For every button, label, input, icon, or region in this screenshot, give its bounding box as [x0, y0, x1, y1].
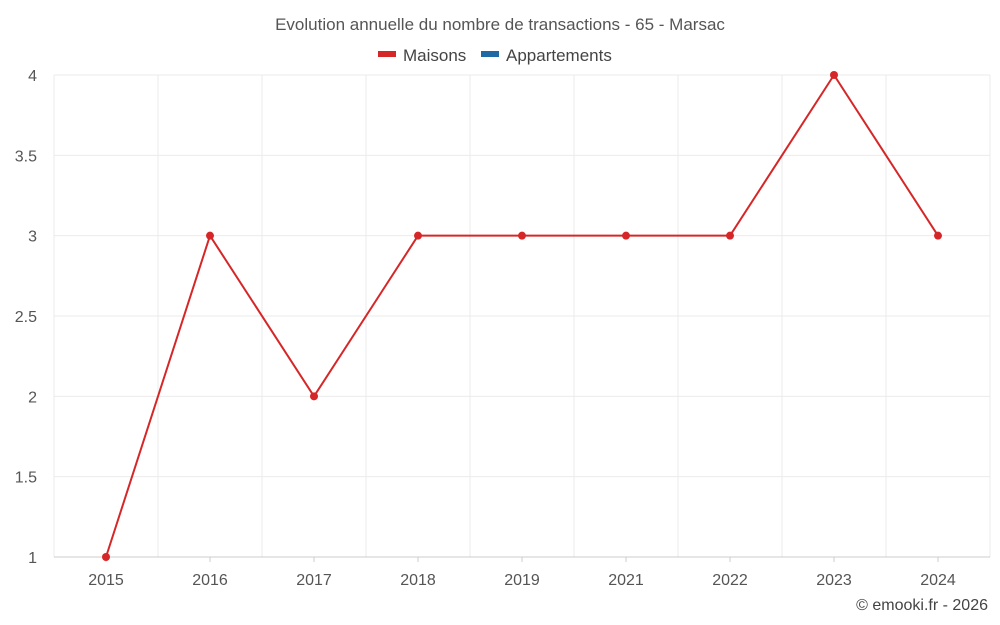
- x-tick-label: 2022: [712, 572, 748, 589]
- grid: [53, 74, 991, 557]
- x-tick-label: 2019: [504, 572, 540, 589]
- x-tick-label: 2015: [88, 572, 124, 589]
- y-tick-label: 2: [28, 389, 37, 406]
- y-tick-label: 4: [28, 68, 37, 85]
- y-tick-label: 2.5: [15, 309, 37, 326]
- data-point[interactable]: [102, 553, 110, 561]
- data-point[interactable]: [622, 231, 630, 240]
- data-point[interactable]: [414, 231, 422, 240]
- chart-title: Evolution annuelle du nombre de transact…: [275, 15, 725, 34]
- legend-swatch-appartements: [481, 51, 499, 57]
- legend: Maisons Appartements: [378, 46, 612, 65]
- x-tick-label: 2017: [296, 572, 332, 589]
- series-layer: [102, 71, 942, 561]
- y-axis-ticks: 1 1.5 2 2.5 3 3.5 4: [15, 68, 37, 567]
- x-tick-label: 2021: [608, 572, 644, 589]
- x-axis-ticks: 2015 2016 2017 2018 2019 2021 2022 2023 2024: [88, 557, 956, 589]
- y-tick-label: 1: [28, 550, 37, 567]
- data-point[interactable]: [310, 392, 318, 401]
- credit-text: © emooki.fr - 2026: [856, 597, 988, 614]
- x-tick-label: 2018: [400, 572, 436, 589]
- y-tick-label: 3: [28, 229, 37, 246]
- legend-label-appartements[interactable]: Appartements: [506, 46, 612, 65]
- legend-swatch-maisons: [378, 51, 396, 57]
- data-point[interactable]: [518, 231, 526, 240]
- data-point[interactable]: [726, 231, 734, 240]
- y-tick-label: 1.5: [15, 470, 37, 487]
- x-tick-label: 2023: [816, 572, 852, 589]
- data-point[interactable]: [206, 231, 214, 240]
- x-tick-label: 2024: [920, 572, 956, 589]
- x-tick-label: 2016: [192, 572, 228, 589]
- data-point[interactable]: [934, 231, 942, 240]
- legend-label-maisons[interactable]: Maisons: [403, 46, 466, 65]
- y-tick-label: 3.5: [15, 148, 37, 165]
- data-point[interactable]: [830, 71, 838, 79]
